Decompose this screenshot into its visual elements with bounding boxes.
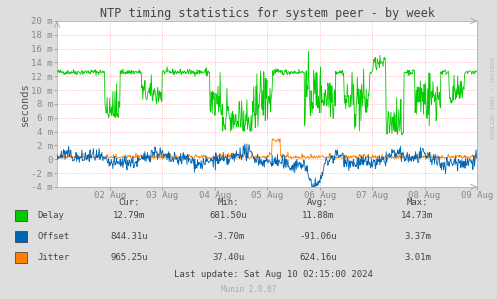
Text: RRDTOOL / TOBI OETIKER: RRDTOOL / TOBI OETIKER: [489, 57, 494, 140]
Text: -3.70m: -3.70m: [213, 232, 245, 241]
Y-axis label: seconds: seconds: [20, 82, 30, 126]
Text: 965.25u: 965.25u: [110, 253, 148, 262]
Text: Cur:: Cur:: [118, 198, 140, 207]
Text: -91.06u: -91.06u: [299, 232, 337, 241]
Text: Min:: Min:: [218, 198, 240, 207]
Bar: [15, 231, 27, 242]
Text: 624.16u: 624.16u: [299, 253, 337, 262]
Text: 844.31u: 844.31u: [110, 232, 148, 241]
Text: 3.37m: 3.37m: [404, 232, 431, 241]
Text: 14.73m: 14.73m: [402, 211, 433, 220]
Text: Max:: Max:: [407, 198, 428, 207]
Text: Jitter: Jitter: [37, 253, 70, 262]
Text: Munin 2.0.67: Munin 2.0.67: [221, 286, 276, 295]
Text: 3.01m: 3.01m: [404, 253, 431, 262]
Title: NTP timing statistics for system peer - by week: NTP timing statistics for system peer - …: [100, 7, 434, 20]
Text: Avg:: Avg:: [307, 198, 329, 207]
Text: 11.88m: 11.88m: [302, 211, 334, 220]
Text: Delay: Delay: [37, 211, 64, 220]
Text: Last update: Sat Aug 10 02:15:00 2024: Last update: Sat Aug 10 02:15:00 2024: [174, 270, 373, 279]
Text: Offset: Offset: [37, 232, 70, 241]
Text: 681.50u: 681.50u: [210, 211, 248, 220]
Text: 12.79m: 12.79m: [113, 211, 145, 220]
Bar: [15, 210, 27, 221]
Bar: [15, 252, 27, 263]
Text: 37.40u: 37.40u: [213, 253, 245, 262]
